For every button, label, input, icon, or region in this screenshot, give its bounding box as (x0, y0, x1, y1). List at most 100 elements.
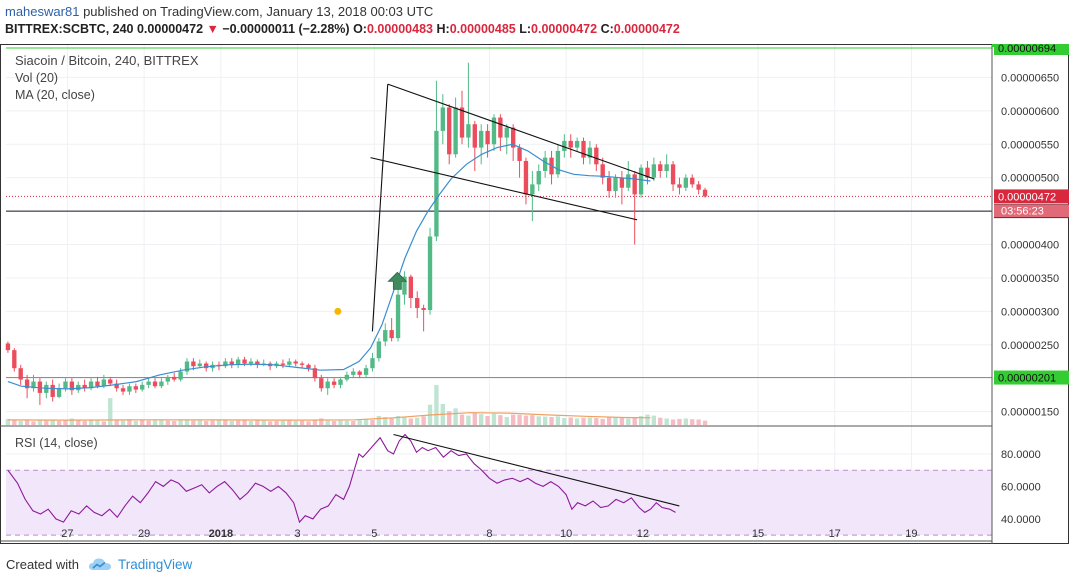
volume-bar (204, 420, 209, 425)
volume-bar (568, 417, 573, 425)
volume-bar (357, 420, 362, 425)
volume-bar (210, 420, 215, 425)
volume-bar (280, 420, 286, 425)
open-label: O: (353, 22, 367, 36)
candle-body (702, 189, 708, 197)
volume-bar (408, 418, 414, 425)
candle-body (5, 343, 11, 351)
open-value: 0.00000483 (366, 22, 433, 36)
volume-bar (5, 418, 11, 425)
volume-bar (12, 419, 17, 425)
level-price-label: 0.00000694 (998, 44, 1056, 55)
moving-average-lines (7, 143, 651, 390)
volume-bar (287, 420, 292, 425)
volume-bar (63, 420, 68, 425)
rsi-band-fill (6, 470, 992, 536)
volume-bar (587, 417, 593, 425)
candle-body (626, 174, 631, 188)
level-price-tag (994, 370, 1069, 385)
candle-body (165, 376, 170, 382)
candle-body (184, 361, 190, 372)
candle-body (242, 359, 247, 364)
volume-bar (261, 420, 266, 425)
volume-bar (626, 418, 631, 425)
time-tick-label: 5 (371, 528, 377, 540)
tradingview-cloud-icon (89, 558, 111, 570)
volume-bar (82, 420, 87, 425)
price-chart-svg[interactable]: 0.00000650 0.00000600 0.00000550 0.00000500… (0, 41, 1069, 544)
volume-bar (159, 419, 164, 425)
candle-body (453, 107, 458, 155)
volume-bar (351, 420, 356, 425)
volume-bar (24, 420, 30, 425)
candle-body (690, 177, 695, 185)
candle-body (542, 157, 548, 171)
candle-body (120, 388, 126, 392)
candle-body (331, 381, 337, 385)
level-price-tag (994, 41, 1069, 56)
volume-bar (619, 418, 625, 425)
volume-bar (651, 415, 657, 425)
tradingview-brand[interactable]: TradingView (118, 557, 193, 572)
footer: Created with TradingView (0, 548, 1069, 582)
volume-bar (69, 418, 75, 425)
price-tick-label: 0.00000150 (1001, 407, 1059, 419)
last-price-tag (994, 189, 1069, 204)
candle-body (415, 298, 420, 309)
trend-lines[interactable] (334, 83, 655, 332)
candle-body (395, 294, 401, 339)
candle-body (510, 127, 516, 148)
candle-body (523, 160, 529, 195)
volume-bar (472, 412, 477, 425)
volume-bar (255, 420, 260, 425)
volume-bars (5, 385, 708, 425)
volume-bar (165, 420, 170, 425)
trend-line (387, 83, 655, 180)
marker-dot (334, 307, 342, 315)
price-tick-label: 0.00000550 (1001, 139, 1059, 151)
chart-area[interactable]: 0.00000650 0.00000600 0.00000550 0.00000500… (0, 41, 1069, 544)
volume-bar (632, 417, 637, 425)
rsi-line (7, 433, 680, 524)
candle-body (325, 381, 330, 389)
candle-body (402, 276, 407, 295)
volume-bar (248, 420, 254, 425)
candle-body (485, 130, 490, 145)
volume-bar (191, 420, 196, 425)
volume-bar (395, 416, 401, 425)
volume-bar (331, 420, 337, 425)
close-label: C: (600, 22, 614, 36)
volume-bar (312, 420, 318, 425)
candle-body (351, 371, 356, 375)
candle-body (613, 177, 618, 192)
volume-bar (50, 419, 55, 425)
volume-bar (370, 419, 375, 425)
candle-body (677, 184, 682, 188)
time-tick-label: 3 (295, 528, 301, 540)
candle-body (172, 376, 177, 380)
candle-body (293, 361, 298, 364)
candle-body (95, 381, 100, 387)
volume-bar (76, 420, 81, 425)
volume-bar (114, 420, 119, 425)
rsi-series-line (7, 433, 676, 524)
volume-bar (491, 413, 497, 425)
last-price-label: 0.00000472 (998, 191, 1056, 203)
volume-bar (127, 419, 132, 425)
candle-body (44, 384, 49, 393)
published-text: published on TradingView.com, January 13… (83, 4, 434, 19)
author-name[interactable]: maheswar81 (5, 4, 80, 19)
volume-bar (479, 414, 484, 425)
volume-bar (178, 420, 183, 425)
time-tick-label: 27 (61, 528, 73, 540)
chart-background (0, 44, 1069, 544)
volume-bar (517, 414, 522, 425)
volume-bar (383, 417, 388, 425)
candle-body (370, 358, 375, 369)
low-label: L: (519, 22, 532, 36)
price-tick-label: 0.00000250 (1001, 340, 1059, 352)
volume-bar (223, 419, 228, 425)
candle-body (69, 381, 75, 391)
volume-bar (56, 420, 62, 425)
volume-bar (549, 417, 554, 425)
